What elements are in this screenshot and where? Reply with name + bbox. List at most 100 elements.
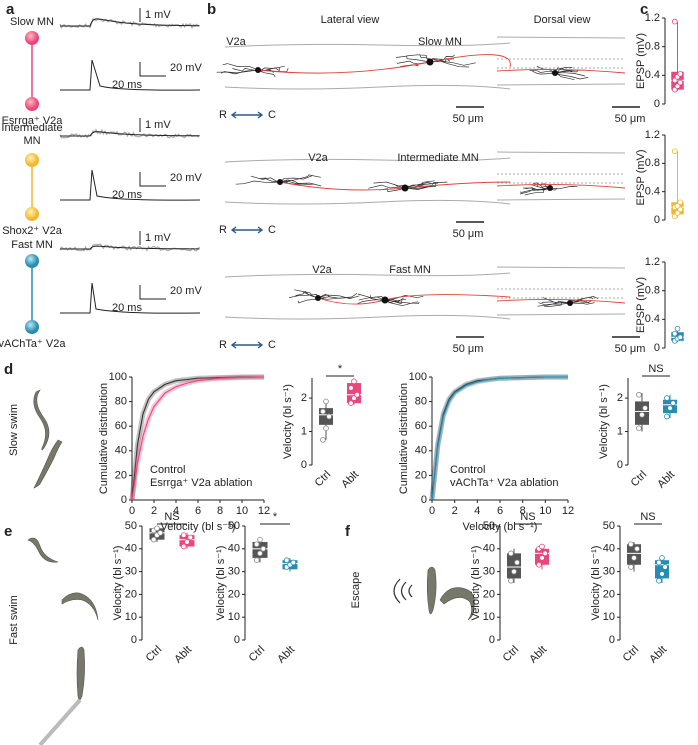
axon [279,181,511,191]
scale-bar [139,172,166,187]
scale-label: 20 mV [170,285,202,297]
behavior-label: Escape [350,572,362,609]
data-point [290,559,297,566]
scale-label: 50 μm [615,343,646,355]
mn-soma [25,254,39,268]
spike-trace [60,282,201,314]
y-tick-label: 0.8 [645,157,660,169]
data-point [628,564,634,570]
cell-label: Fast MN [389,264,431,276]
y-axis-label: Velocity (bl s⁻¹) [590,546,602,621]
v2a-soma [25,207,39,221]
y-tick-label: 50 [125,520,137,532]
y-tick-label: 0.4 [645,313,660,325]
data-point [674,325,681,332]
x-tick-label: Ctrl [629,469,650,490]
dendrites [235,174,448,193]
panel-label: e [4,523,12,540]
x-tick-label: 12 [258,505,270,517]
fish-illustrations [27,389,475,745]
y-tick-label: 10 [228,611,240,623]
direction-arrow [230,341,264,349]
neuron-label: Shox2⁺ V2a [2,225,63,237]
panel-label: b [207,1,216,18]
y-tick-label: 0 [234,634,240,646]
x-tick-label: Ablt [172,644,194,666]
axis-direction: C [268,109,276,121]
x-tick-label: 4 [474,505,480,517]
y-tick-label: 1.2 [645,129,660,141]
data-point [656,577,662,584]
panel-label: a [6,1,15,18]
y-tick-label: 10 [483,611,495,623]
x-tick-label: 12 [562,505,574,517]
data-point [154,525,160,532]
legend-entry: Control [150,464,185,476]
y-tick-label: 1.2 [645,256,660,268]
y-tick-label: 0.8 [645,285,660,297]
y-tick-label: 0 [489,634,495,646]
y-tick-label: 20 [228,588,240,600]
y-tick-label: 1 [617,425,623,437]
epsp-trace-raw [59,18,200,30]
epsp-trace-mean [60,245,200,250]
epsp-trace-mean [60,131,200,137]
data-point [671,213,678,220]
scale-label: 20 ms [112,302,142,314]
data-point [671,148,678,155]
data-point [514,559,520,566]
data-point [659,555,665,561]
y-tick-label: 50 [603,520,615,532]
data-point [253,541,260,548]
soma [567,300,573,306]
dorsal-outline [496,313,626,316]
scale-label: 1 mV [145,9,171,21]
x-tick-label: Ablt [655,469,677,491]
scale-label: 50 μm [453,228,484,240]
x-tick-label: Ablt [275,644,297,666]
axon [257,54,511,74]
data-point [323,425,329,431]
y-tick-label: 0 [654,342,660,354]
y-tick-label: 20 [415,469,427,481]
cord-outline [224,272,511,278]
cord-outline [224,84,511,90]
data-point [253,557,260,563]
data-point [677,206,684,213]
v2a-soma [25,320,39,334]
data-point [150,536,157,543]
scale-bar [139,285,166,300]
series-line [431,376,568,501]
y-axis-label: EPSP (mV) [635,277,647,333]
spike-trace [60,169,201,201]
data-point [260,545,267,552]
dorsal-axon [496,298,626,304]
data-point [671,330,678,337]
y-tick-label: 0 [654,98,660,110]
data-point [677,71,684,77]
data-point [674,83,681,89]
y-tick-label: 0 [617,459,623,471]
y-tick-label: 80 [115,396,127,408]
data-point [180,543,187,550]
view-title: Dorsal view [534,14,591,26]
y-tick-label: 40 [603,543,615,555]
neuron-label: Fast MN [11,239,53,251]
data-point [670,400,676,406]
series-line [131,376,264,501]
scale-label: 50 μm [615,113,646,125]
data-point [180,532,187,538]
cell-label: V2a [312,264,332,276]
x-tick-label: 4 [173,505,179,517]
data-point [674,210,681,216]
soma [315,295,321,301]
data-point [283,557,290,563]
scale-label: 20 mV [170,172,202,184]
legend-entry: Control [450,464,485,476]
data-point [508,550,514,557]
data-point [677,199,684,206]
y-tick-label: 2 [301,392,307,404]
dorsal-dendrites [519,182,578,196]
